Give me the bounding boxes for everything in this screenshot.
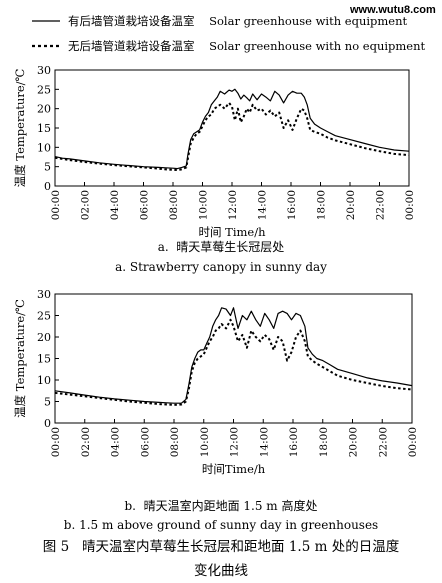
chart-b-y-tick-label: 25 <box>37 310 51 323</box>
chart-a-x-tick-label: 16:00 <box>286 190 298 220</box>
chart-b-x-tick-label: 00:00 <box>50 427 62 457</box>
chart-b-y-tick-label: 20 <box>37 331 51 344</box>
chart-a-series-line-with-equipment <box>54 88 410 170</box>
chart-a-caption-cn: a. 晴天草莓生长冠层处 <box>158 240 285 254</box>
chart-b-x-tick-label: 10:00 <box>199 427 211 457</box>
figure-caption-line2: 变化曲线 <box>194 563 248 579</box>
chart-b-x-tick-label: 16:00 <box>288 427 300 457</box>
chart-b-plot-frame <box>54 293 413 424</box>
chart-b-x-tick-label: 12:00 <box>229 427 241 457</box>
chart-b-y-tick-label: 0 <box>44 417 51 430</box>
legend-label-no-equipment: 无后墙管道栽培设备温室 Solar greenhouse with no equ… <box>68 39 426 53</box>
chart-a-x-tick-label: 14:00 <box>257 190 269 220</box>
chart-a-y-tick-label: 5 <box>44 161 51 174</box>
chart-a-x-tick-label: 10:00 <box>198 190 210 220</box>
chart-a-x-axis-label: 时间 Time/h <box>199 225 267 239</box>
chart-b-x-tick-label: 14:00 <box>258 427 270 457</box>
chart-b-series-line-no-equipment <box>54 318 413 406</box>
chart-a-y-axis-label: 温度 Temperature/℃ <box>13 68 27 187</box>
chart-a-series-line-no-equipment <box>54 101 410 172</box>
chart-a-x-tick-label: 12:00 <box>227 190 239 220</box>
chart-b-x-tick-label: 20:00 <box>348 427 360 457</box>
chart-b-caption-cn: b. 晴天温室内距地面 1.5 m 高度处 <box>124 498 317 513</box>
chart-a-x-tick-label: 06:00 <box>139 190 151 220</box>
chart-a-y-tick-label: 20 <box>37 103 51 116</box>
chart-a-plot-frame <box>54 69 410 187</box>
chart-a-x-tick-label: 04:00 <box>109 190 121 220</box>
chart-a: 0 5 10 15 20 25 30 00:00 02:00 04:00 06:00 08:00 10:… <box>13 64 416 239</box>
chart-b-x-tick-label: 00:00 <box>407 427 419 457</box>
figure-caption-line1: 图 5 晴天温室内草莓生长冠层和距地面 1.5 m 处的日温度 <box>43 538 399 555</box>
chart-a-y-tick-label: 30 <box>37 64 51 77</box>
chart-b-y-tick-label: 10 <box>37 374 51 387</box>
chart-b-y-axis-label: 温度 Temperature/℃ <box>13 299 27 418</box>
chart-a-x-tick-label: 20:00 <box>345 190 357 220</box>
chart-b: 0 5 10 15 20 25 30 00:00 02:00 04:00 06:00 08:00 10:… <box>13 288 419 476</box>
chart-b-series-line-with-equipment <box>54 307 413 404</box>
chart-b-y-tick-label: 5 <box>44 396 51 409</box>
chart-b-y-tick-label: 15 <box>37 353 51 366</box>
chart-a-x-tick-label: 00:00 <box>404 190 416 220</box>
chart-a-x-tick-label: 00:00 <box>50 190 62 220</box>
chart-b-x-axis-label: 时间Time/h <box>202 462 266 476</box>
chart-a-y-tick-label: 10 <box>37 141 51 154</box>
chart-b-x-tick-label: 04:00 <box>110 427 122 457</box>
chart-a-x-tick-label: 08:00 <box>168 190 180 220</box>
legend-label-with-equipment: 有后墙管道栽培设备温室 Solar greenhouse with equipm… <box>68 14 408 28</box>
chart-b-x-tick-label: 08:00 <box>169 427 181 457</box>
chart-a-x-tick-label: 22:00 <box>375 190 387 220</box>
chart-b-y-tick-label: 30 <box>37 288 51 301</box>
chart-a-caption-en: a. Strawberry canopy in sunny day <box>115 260 327 274</box>
chart-a-x-tick-label: 18:00 <box>316 190 328 220</box>
legend: 有后墙管道栽培设备温室 Solar greenhouse with equipm… <box>32 14 426 53</box>
chart-a-y-tick-label: 15 <box>37 122 51 135</box>
chart-a-x-tick-label: 02:00 <box>80 190 92 220</box>
chart-a-y-tick-label: 25 <box>37 83 51 96</box>
chart-b-x-tick-label: 18:00 <box>318 427 330 457</box>
chart-b-x-tick-label: 06:00 <box>139 427 151 457</box>
chart-b-x-tick-label: 02:00 <box>80 427 92 457</box>
chart-b-caption-en: b. 1.5 m above ground of sunny day in gr… <box>64 518 378 532</box>
watermark: www.wutu8.com <box>349 4 436 16</box>
chart-b-x-tick-label: 22:00 <box>377 427 389 457</box>
chart-a-y-tick-label: 0 <box>44 180 51 193</box>
